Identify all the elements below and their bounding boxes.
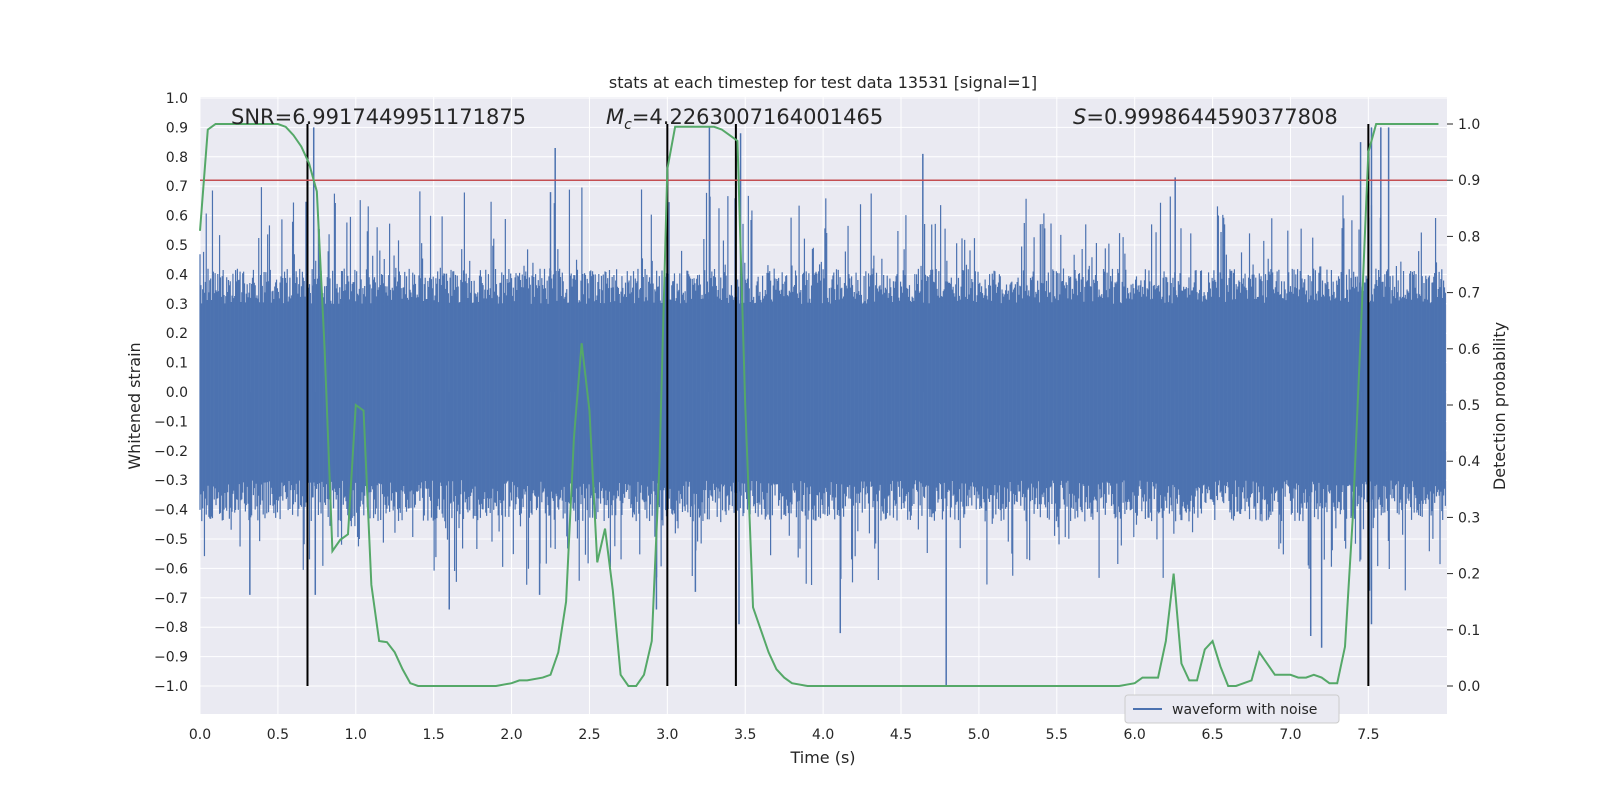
x-tick-label: 0.5	[267, 727, 289, 743]
y2-tick-label: 0.4	[1458, 454, 1480, 470]
legend: waveform with noise	[1124, 694, 1340, 724]
x-tick-label: 2.0	[500, 727, 522, 743]
y2-tick-label: 0.7	[1458, 286, 1480, 302]
x-tick-label: 6.0	[1124, 727, 1146, 743]
y-tick-label: −0.1	[154, 414, 188, 430]
y-tick-label: −0.9	[154, 650, 188, 666]
y-tick-label: 0.0	[166, 385, 188, 401]
y-tick-label: −0.5	[154, 532, 188, 548]
y-tick-label: −1.0	[154, 679, 188, 695]
y2-tick-label: 0.9	[1458, 173, 1480, 189]
x-tick-label: 3.0	[656, 727, 678, 743]
y2-tick-label: 0.0	[1458, 679, 1480, 695]
x-tick-label: 1.5	[423, 727, 445, 743]
y-axis-title: Whitened strain	[125, 342, 144, 469]
y-tick-labels: 1.0 0.9 0.8 0.7 0.6 0.5 0.4 0.3 0.2 0.1 0.0 −0.1 −0.…	[154, 91, 188, 695]
y-tick-label: 1.0	[166, 91, 188, 107]
x-tick-label: 6.5	[1201, 727, 1223, 743]
x-tick-labels: 0.0 0.5 1.0 1.5 2.0 2.5 3.0 3.5 4.0 4.5 5.0 5.5 6.0 6…	[189, 727, 1380, 743]
y-tick-label: 0.3	[166, 297, 188, 313]
y2-tick-label: 1.0	[1458, 117, 1480, 133]
y-tick-label: −0.4	[154, 503, 188, 519]
snr-score-annotation: S=0.9998644590377808	[1073, 105, 1338, 129]
x-tick-label: 4.0	[812, 727, 834, 743]
x-tick-label: 4.5	[890, 727, 912, 743]
x-tick-label: 5.5	[1046, 727, 1068, 743]
legend-label: waveform with noise	[1172, 702, 1317, 718]
x-tick-label: 0.0	[189, 727, 211, 743]
waveform-series	[199, 127, 1446, 686]
y2-tick-label: 0.6	[1458, 342, 1480, 358]
y2-tick-label: 0.5	[1458, 398, 1480, 414]
y-tick-label: −0.7	[154, 591, 188, 607]
x-tick-label: 1.0	[345, 727, 367, 743]
x-tick-label: 5.0	[968, 727, 990, 743]
y-tick-label: 0.7	[166, 179, 188, 195]
x-tick-label: 3.5	[734, 727, 756, 743]
x-tick-label: 7.5	[1357, 727, 1379, 743]
y2-tick-label: 0.1	[1458, 623, 1480, 639]
probability-series-line	[199, 123, 1439, 687]
score-symbol: S	[1073, 105, 1086, 129]
y-tick-label: 0.5	[166, 238, 188, 254]
y-tick-label: −0.3	[154, 473, 188, 489]
x-axis-title: Time (s)	[789, 748, 855, 767]
y2-tick-label: 0.8	[1458, 229, 1480, 245]
y-tick-label: −0.2	[154, 444, 188, 460]
chirp-mass-subscript: c	[624, 117, 632, 133]
y-tick-label: 0.6	[166, 209, 188, 225]
score-value: =0.9998644590377808	[1086, 105, 1337, 129]
y-tick-label: 0.4	[166, 267, 188, 283]
chirp-mass-value: =4.2263007164001465	[632, 105, 883, 129]
y2-tick-label: 0.3	[1458, 510, 1480, 526]
chart-title: stats at each timestep for test data 135…	[609, 73, 1037, 92]
x-tick-label: 2.5	[578, 727, 600, 743]
y2-axis-title: Detection probability	[1490, 322, 1509, 490]
vertical-markers	[306, 124, 1370, 686]
y2-tick-label: 0.2	[1458, 567, 1480, 583]
y-tick-label: 0.1	[166, 356, 188, 372]
chirp-mass-annotation: Mc=4.2263007164001465	[606, 105, 883, 133]
y2-tick-labels: 1.0 0.9 0.8 0.7 0.6 0.5 0.4 0.3 0.2 0.1 0.0	[1447, 117, 1480, 695]
y-tick-label: −0.8	[154, 620, 188, 636]
y-tick-label: 0.9	[166, 120, 188, 136]
snr-annotation: SNR=6.9917449951171875	[231, 105, 526, 129]
x-tick-label: 7.0	[1279, 727, 1301, 743]
y-tick-label: −0.6	[154, 561, 188, 577]
legend-box	[1124, 694, 1340, 724]
y-tick-label: 0.8	[166, 150, 188, 166]
y-tick-label: 0.2	[166, 326, 188, 342]
chirp-mass-symbol: M	[606, 105, 624, 129]
